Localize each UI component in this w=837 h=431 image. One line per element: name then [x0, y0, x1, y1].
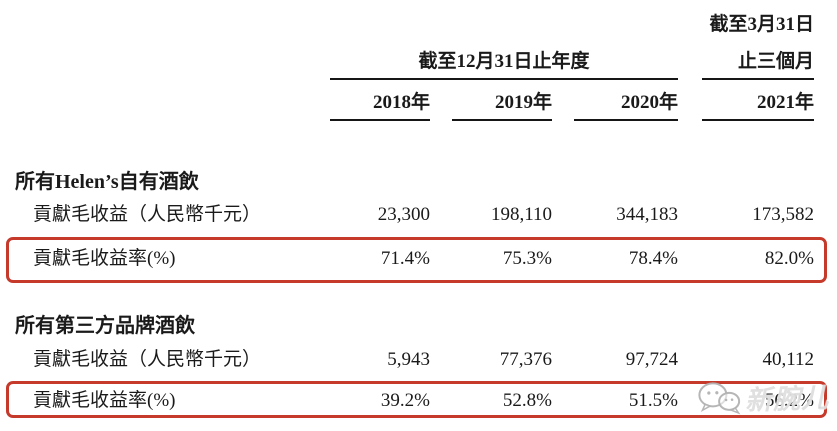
year-header-2020: 2020年	[574, 91, 678, 121]
header-row-quarter-caption: 截至3月31日	[8, 13, 814, 36]
value-cell: 77,376	[499, 349, 552, 370]
table-row-gross-revenue-1: 貢獻毛收益（人民幣千元） 23,300 198,110 344,183 173,…	[8, 203, 814, 226]
value-cell: 23,300	[377, 204, 430, 225]
table-row-margin-1: 貢獻毛收益率(%) 71.4% 75.3% 78.4% 82.0%	[8, 247, 814, 270]
value-cell: 344,183	[616, 204, 678, 225]
quarter-caption-line1: 截至3月31日	[709, 14, 814, 35]
table-row-gross-revenue-2: 貢獻毛收益（人民幣千元） 5,943 77,376 97,724 40,112	[8, 348, 814, 371]
row-label: 貢獻毛收益率(%)	[33, 390, 176, 411]
value-cell: 82.0%	[764, 248, 814, 269]
highlight-box-margin-1	[6, 237, 827, 283]
value-cell: 75.3%	[502, 248, 552, 269]
value-cell: 173,582	[752, 204, 814, 225]
row-label: 貢獻毛收益率(%)	[33, 248, 176, 269]
value-cell: 198,110	[490, 204, 552, 225]
value-cell: 97,724	[625, 349, 678, 370]
year-header-2018: 2018年	[330, 91, 430, 121]
section-title-helens-own: 所有Helen’s自有酒飲	[15, 171, 199, 193]
header-row-period-captions: 截至12月31日止年度 止三個月	[8, 50, 814, 80]
value-cell: 52.8%	[502, 390, 552, 411]
table-row-margin-2: 貢獻毛收益率(%) 39.2% 52.8% 51.5% 56.2%	[8, 389, 814, 412]
highlight-box-margin-2	[6, 381, 827, 418]
section-title-third-party: 所有第三方品牌酒飲	[15, 315, 195, 337]
year-header-2019: 2019年	[452, 91, 552, 121]
quarter-caption-line2: 止三個月	[702, 50, 814, 80]
row-label: 貢獻毛收益（人民幣千元）	[33, 349, 262, 370]
value-cell: 51.5%	[628, 390, 678, 411]
value-cell: 56.2%	[764, 390, 814, 411]
value-cell: 39.2%	[380, 390, 430, 411]
annual-period-caption: 截至12月31日止年度	[330, 50, 678, 80]
year-header-2021: 2021年	[702, 91, 814, 121]
value-cell: 5,943	[387, 349, 430, 370]
row-label: 貢獻毛收益（人民幣千元）	[33, 204, 262, 225]
value-cell: 78.4%	[628, 248, 678, 269]
year-header-row: 2018年 2019年 2020年 2021年	[8, 91, 814, 121]
value-cell: 71.4%	[380, 248, 430, 269]
value-cell: 40,112	[762, 349, 814, 370]
